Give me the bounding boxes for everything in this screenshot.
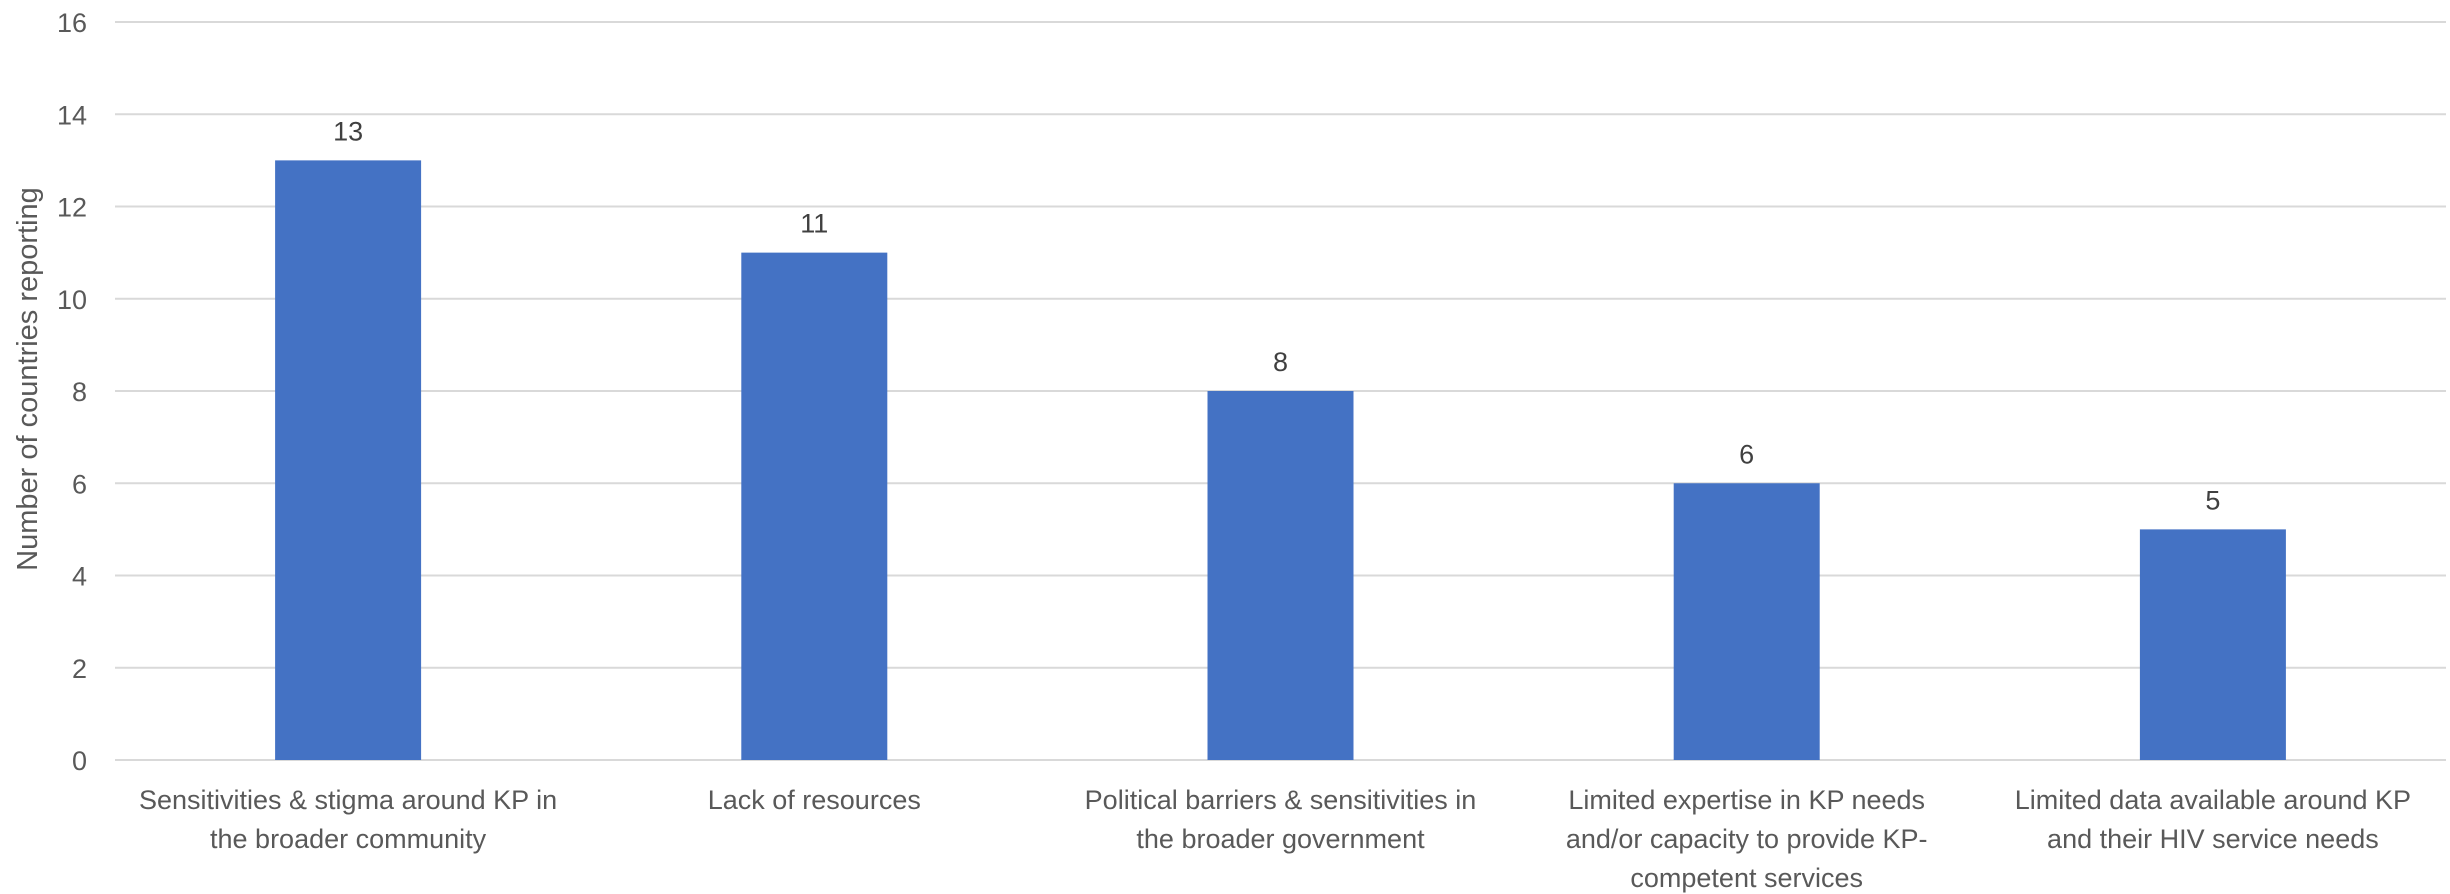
data-label: 11 (800, 209, 828, 239)
x-category-label: Sensitivities & stigma around KP in the b… (139, 785, 557, 854)
y-tick-label: 2 (72, 654, 87, 684)
x-category-label-line: and their HIV service needs (2047, 824, 2379, 854)
bar (1207, 391, 1354, 760)
x-category-label-line: Limited expertise in KP needs (1568, 785, 1925, 815)
y-tick-label: 10 (57, 285, 87, 315)
y-tick-label: 12 (57, 193, 87, 223)
x-category-label: Limited expertise in KP needs and/or capa… (1566, 785, 1928, 893)
x-category-label-line: the broader government (1136, 824, 1425, 854)
bar (275, 160, 422, 760)
x-category-label-line: Limited data available around KP (2015, 785, 2411, 815)
bar (2139, 529, 2286, 760)
y-tick-label: 16 (57, 8, 87, 38)
y-tick-label: 14 (57, 100, 87, 130)
y-axis-title: Number of countries reporting (12, 187, 44, 571)
x-category-label: Political barriers & sensitivities in the… (1085, 785, 1477, 854)
y-tick-label: 6 (72, 469, 87, 499)
y-tick-label: 4 (72, 562, 87, 592)
data-labels: 13 11 8 6 5 (333, 116, 2220, 515)
x-category-label-line: Lack of resources (708, 785, 921, 815)
x-category-label-line: competent services (1630, 863, 1863, 893)
x-category-label-line: the broader community (210, 824, 487, 854)
x-axis-category-labels: Sensitivities & stigma around KP in the b… (139, 785, 2411, 893)
bar (741, 252, 888, 760)
data-label: 6 (1739, 439, 1754, 469)
data-label: 8 (1273, 347, 1288, 377)
data-label: 13 (333, 116, 363, 146)
bar (1673, 483, 1820, 760)
y-axis-ticks: 0 2 4 6 8 10 12 14 16 (57, 8, 87, 776)
data-label: 5 (2205, 485, 2220, 515)
y-tick-label: 8 (72, 377, 87, 407)
x-category-label: Lack of resources (708, 785, 921, 815)
x-category-label-line: Political barriers & sensitivities in (1085, 785, 1477, 815)
x-category-label-line: Sensitivities & stigma around KP in (139, 785, 557, 815)
x-category-label-line: and/or capacity to provide KP- (1566, 824, 1928, 854)
x-category-label: Limited data available around KP and thei… (2015, 785, 2411, 854)
bars (275, 160, 2286, 760)
y-tick-label: 0 (72, 746, 87, 776)
